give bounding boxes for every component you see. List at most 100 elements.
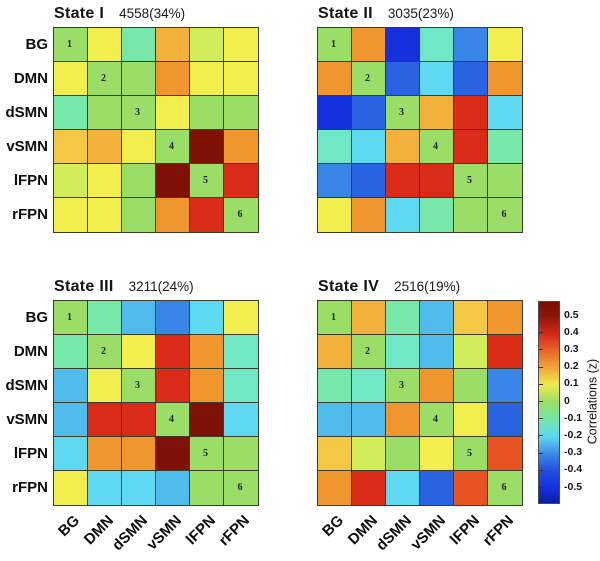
row-label-lFPN: lFPN [13,445,48,462]
colorbar-tick--0.4: -0.4 [564,463,583,476]
heatmap-cell-DMN-DMN: 2 [88,62,122,96]
heatmap-cell-DMN-BG [54,62,88,96]
diagonal-number: 2 [101,72,106,84]
heatmap-cell-lFPN-dSMN [122,164,156,198]
colorbar-label: Correlations (z) [585,358,600,445]
heatmap-cell-rFPN-lFPN [454,198,488,232]
heatmap-cell-lFPN-DMN [352,437,386,471]
heatmap-cell-DMN-rFPN [224,62,258,96]
heatmap-cell-lFPN-vSMN [420,437,454,471]
heatmap-cell-DMN-DMN: 2 [352,62,386,96]
heatmap-cell-lFPN-BG [54,437,88,471]
heatmap-cell-BG-rFPN [224,28,258,62]
heatmap-cell-lFPN-rFPN [488,437,522,471]
state2-panel: State II 3035(23%) 1 2 3 4 5 6 [317,5,523,233]
heatmap-cell-lFPN-lFPN: 5 [190,164,224,198]
colorbar-gradient [538,301,560,504]
heatmap-cell-DMN-vSMN [156,62,190,96]
heatmap-cell-rFPN-BG [318,198,352,232]
diagonal-number: 3 [399,106,404,118]
heatmap-cell-BG-dSMN [386,28,420,62]
heatmap-cell-rFPN-rFPN: 6 [488,198,522,232]
heatmap-cell-dSMN-vSMN [156,96,190,130]
heatmap-cell-vSMN-vSMN: 4 [420,130,454,164]
colorbar-tick-mark [539,452,543,454]
heatmap-cell-lFPN-vSMN [420,164,454,198]
row-label-rFPN: rFPN [12,479,48,496]
row-label-DMN: DMN [13,343,48,360]
heatmap-cell-lFPN-dSMN [386,437,420,471]
heatmap-cell-dSMN-BG [318,96,352,130]
heatmap-cell-BG-lFPN [190,28,224,62]
colorbar-tick-mark [539,401,543,402]
row-label-lFPN: lFPN [13,172,48,189]
state3-heatmap-grid: 1 2 3 4 5 6 [53,300,259,506]
heatmap-cell-BG-BG: 1 [318,28,352,62]
heatmap-cell-DMN-BG [54,335,88,369]
heatmap-cell-vSMN-dSMN [122,130,156,164]
heatmap-cell-vSMN-BG [54,403,88,437]
heatmap-cell-DMN-dSMN [122,335,156,369]
diagonal-number: 3 [135,106,140,118]
heatmap-cell-rFPN-lFPN [190,198,224,232]
state1-name: State I [54,5,105,22]
heatmap-cell-BG-BG: 1 [318,301,352,335]
colorbar-tick--0.2: -0.2 [564,428,583,441]
heatmap-cell-vSMN-DMN [88,130,122,164]
heatmap-cell-BG-DMN [352,28,386,62]
diagonal-number: 5 [467,174,472,186]
heatmap-cell-DMN-DMN: 2 [352,335,386,369]
heatmap-cell-DMN-BG [318,335,352,369]
state4-name: State IV [318,278,380,295]
heatmap-cell-rFPN-DMN [88,471,122,505]
heatmap-cell-lFPN-BG [318,164,352,198]
heatmap-cell-vSMN-lFPN [454,403,488,437]
heatmap-cell-BG-vSMN [420,301,454,335]
heatmap-cell-rFPN-DMN [352,471,386,505]
heatmap-cell-DMN-dSMN [386,335,420,369]
heatmap-cell-rFPN-dSMN [122,471,156,505]
heatmap-cell-dSMN-lFPN [454,369,488,403]
heatmap-cell-vSMN-BG [318,130,352,164]
heatmap-cell-vSMN-rFPN [488,403,522,437]
heatmap-cell-dSMN-dSMN: 3 [386,369,420,403]
heatmap-cell-dSMN-vSMN [156,369,190,403]
colorbar-tick-mark [539,487,543,488]
heatmap-cell-dSMN-lFPN [190,96,224,130]
colorbar-tick--0.3: -0.3 [564,446,583,459]
heatmap-cell-vSMN-dSMN [386,130,420,164]
diagonal-number: 2 [365,72,370,84]
colorbar-tick-mark [539,366,543,368]
colorbar-tick-0.3: 0.3 [564,342,579,355]
state2-name: State II [318,5,373,22]
heatmap-cell-DMN-dSMN [122,62,156,96]
heatmap-cell-rFPN-rFPN: 6 [224,198,258,232]
row-label-rFPN: rFPN [12,206,48,223]
colorbar-tick-mark [539,435,543,437]
heatmap-cell-vSMN-BG [54,130,88,164]
heatmap-cell-rFPN-DMN [352,198,386,232]
heatmap-cell-BG-vSMN [420,28,454,62]
colorbar-tick-mark [539,383,543,385]
heatmap-cell-BG-DMN [352,301,386,335]
diagonal-number: 1 [331,38,336,50]
heatmap-cell-rFPN-vSMN [420,198,454,232]
heatmap-cell-rFPN-dSMN [386,198,420,232]
colorbar-tick-0.4: 0.4 [564,325,579,338]
heatmap-cell-BG-lFPN [190,301,224,335]
colorbar-tick-mark [539,418,543,420]
diagonal-number: 4 [169,140,174,152]
state4-heatmap-grid: 1 2 3 4 5 6 [317,300,523,506]
state1-heatmap-grid: 1 2 3 4 5 6 [53,27,259,233]
heatmap-cell-dSMN-dSMN: 3 [386,96,420,130]
diagonal-number: 5 [203,447,208,459]
heatmap-cell-DMN-DMN: 2 [88,335,122,369]
state3-panel: State III 3211(24%) BG DMN dSMN vSMN lFPN rFP… [6,278,259,554]
diagonal-number: 2 [365,345,370,357]
heatmap-cell-vSMN-vSMN: 4 [156,403,190,437]
heatmap-cell-dSMN-BG [54,96,88,130]
row-label-vSMN: vSMN [6,411,48,428]
heatmap-cell-dSMN-rFPN [224,369,258,403]
heatmap-cell-vSMN-rFPN [224,403,258,437]
